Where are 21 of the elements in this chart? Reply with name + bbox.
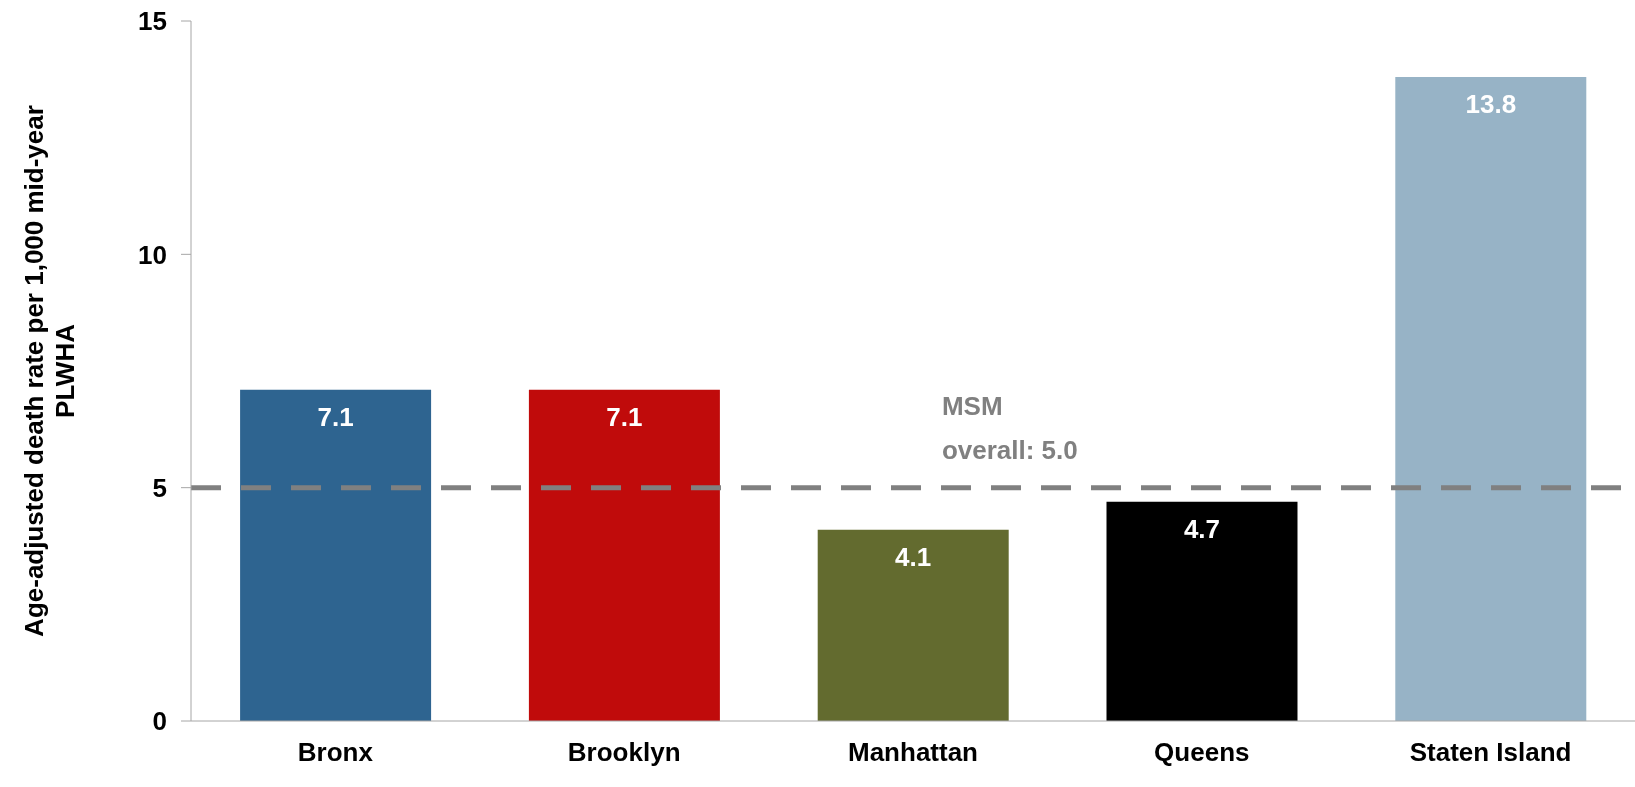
x-tick-label: Queens (1154, 737, 1250, 768)
x-tick-label: Bronx (297, 737, 374, 768)
bar (1106, 501, 1298, 721)
bar (1395, 77, 1587, 721)
y-tick-label: 5 (152, 472, 167, 503)
data-label: 7.1 (606, 402, 643, 433)
ref-line-label: MSM overall: 5.0 (941, 390, 1078, 465)
data-label: 7.1 (317, 402, 354, 433)
data-label: 13.8 (1465, 89, 1517, 120)
x-tick-label: Staten Island (1409, 737, 1572, 768)
data-label: 4.7 (1183, 514, 1221, 545)
bar (817, 529, 1009, 721)
y-tick-label: 10 (138, 239, 167, 270)
data-label: 4.1 (895, 542, 932, 573)
y-tick-label: 0 (152, 706, 167, 737)
bar (240, 389, 432, 721)
y-tick-label: 15 (138, 6, 167, 37)
y-axis-title: Age-adjusted death rate per 1,000 mid-year PLWHA (19, 105, 80, 637)
bar (528, 389, 720, 721)
x-tick-label: Brooklyn (567, 737, 681, 768)
x-tick-label: Manhattan (848, 737, 978, 768)
